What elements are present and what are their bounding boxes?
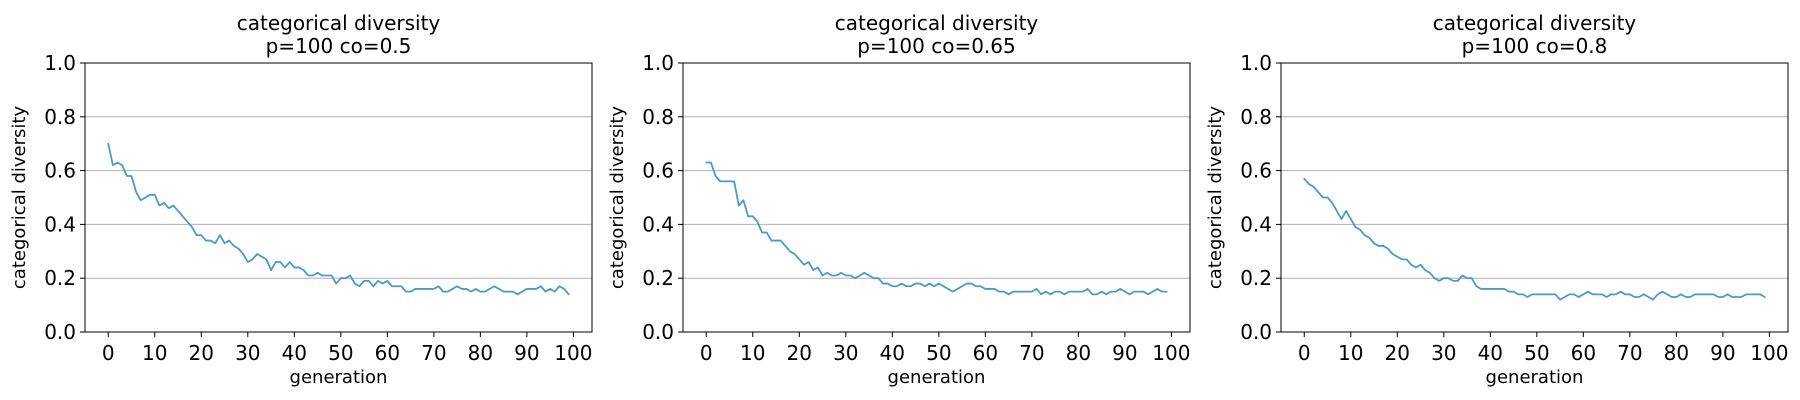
- x-tick-label: 90: [514, 341, 539, 365]
- x-tick-label: 0: [1298, 341, 1311, 365]
- axes-frame: [1280, 62, 1789, 333]
- x-tick-label: 100: [554, 341, 592, 365]
- y-tick-label: 0.8: [642, 105, 674, 129]
- x-tick-label: 10: [142, 341, 167, 365]
- x-tick-label: 20: [189, 341, 214, 365]
- x-tick-label: 80: [468, 341, 493, 365]
- x-tick-label: 100: [1750, 341, 1788, 365]
- x-tick-label: 40: [880, 341, 905, 365]
- x-axis-label: generation: [1486, 367, 1584, 388]
- chart-panel-1: 0.0 0.2 0.4 0.6 0.8 1.0 0 10 20 30 40 50 60 70 80 90 100…: [9, 11, 593, 388]
- x-tick-label: 50: [328, 341, 353, 365]
- x-tick-label: 40: [1478, 341, 1503, 365]
- x-tick-label: 50: [1524, 341, 1549, 365]
- x-tick-label: 70: [1019, 341, 1044, 365]
- chart-title: categorical diversity: [1433, 11, 1637, 35]
- chart-panel-3: 0.0 0.2 0.4 0.6 0.8 1.0 0 10 20 30 40 50 60 70 80 90 100…: [1205, 11, 1789, 388]
- x-axis-label: generation: [290, 367, 388, 388]
- y-tick-label: 0.2: [1240, 266, 1272, 290]
- chart-title: categorical diversity: [835, 11, 1039, 35]
- series-line: [1303, 177, 1766, 301]
- y-tick-label: 1.0: [1240, 51, 1272, 75]
- y-axis-label: categorical diversity: [9, 106, 30, 290]
- y-tick-label: 0.0: [44, 320, 76, 344]
- y-tick-label: 0.6: [1240, 159, 1272, 183]
- y-tick-label: 0.4: [1240, 212, 1272, 236]
- y-tick-label: 0.2: [642, 266, 674, 290]
- x-tick-label: 60: [1571, 341, 1596, 365]
- axes-frame: [84, 62, 593, 333]
- y-tick-label: 1.0: [642, 51, 674, 75]
- chart-subtitle: p=100 co=0.8: [1462, 34, 1608, 58]
- x-tick-label: 30: [833, 341, 858, 365]
- x-tick-label: 20: [787, 341, 812, 365]
- x-tick-label: 40: [282, 341, 307, 365]
- x-tick-label: 100: [1152, 341, 1190, 365]
- y-tick-label: 0.8: [44, 105, 76, 129]
- x-tick-label: 30: [235, 341, 260, 365]
- y-tick-label: 0.0: [642, 320, 674, 344]
- chart-subtitle: p=100 co=0.65: [857, 34, 1016, 58]
- x-tick-label: 90: [1710, 341, 1735, 365]
- x-tick-label: 70: [421, 341, 446, 365]
- chart-title: categorical diversity: [237, 11, 441, 35]
- x-tick-label: 70: [1617, 341, 1642, 365]
- x-tick-label: 90: [1112, 341, 1137, 365]
- x-tick-label: 80: [1664, 341, 1689, 365]
- y-axis-label: categorical diversity: [607, 106, 628, 290]
- x-tick-label: 10: [1338, 341, 1363, 365]
- x-tick-label: 60: [375, 341, 400, 365]
- x-axis-label: generation: [888, 367, 986, 388]
- series-line: [705, 161, 1168, 296]
- x-tick-label: 30: [1431, 341, 1456, 365]
- chart-subtitle: p=100 co=0.5: [266, 34, 412, 58]
- y-tick-label: 0.2: [44, 266, 76, 290]
- x-tick-label: 50: [926, 341, 951, 365]
- y-tick-label: 0.4: [642, 212, 674, 236]
- y-tick-label: 0.0: [1240, 320, 1272, 344]
- x-tick-label: 0: [102, 341, 115, 365]
- x-tick-label: 10: [740, 341, 765, 365]
- chart-panel-2: 0.0 0.2 0.4 0.6 0.8 1.0 0 10 20 30 40 50 60 70 80 90 100…: [607, 11, 1191, 388]
- x-tick-label: 80: [1066, 341, 1091, 365]
- y-tick-label: 0.4: [44, 212, 76, 236]
- y-tick-label: 0.8: [1240, 105, 1272, 129]
- series-line: [107, 142, 570, 296]
- y-tick-label: 0.6: [642, 159, 674, 183]
- y-tick-label: 1.0: [44, 51, 76, 75]
- x-tick-label: 20: [1385, 341, 1410, 365]
- x-tick-label: 0: [700, 341, 713, 365]
- axes-frame: [682, 62, 1191, 333]
- y-tick-label: 0.6: [44, 159, 76, 183]
- x-tick-label: 60: [973, 341, 998, 365]
- y-axis-label: categorical diversity: [1205, 106, 1226, 290]
